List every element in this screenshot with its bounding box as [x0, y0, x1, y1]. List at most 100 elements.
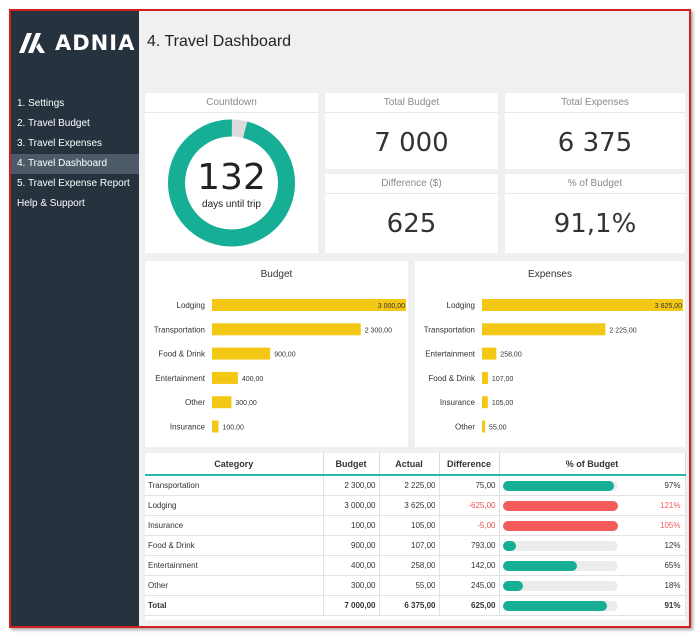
table-header-row: Category Budget Actual Difference % of B… [145, 453, 686, 476]
difference-value: 625 [386, 209, 437, 239]
category-label: Food & Drink [158, 350, 206, 359]
bar [482, 420, 486, 433]
total-budget-title: Total Budget [325, 93, 498, 113]
header-budget: Budget [323, 453, 380, 476]
sidebar-item-3[interactable]: 3. Travel Expenses [17, 138, 103, 149]
countdown-title: Countdown [145, 93, 318, 113]
pct-budget-card: % of Budget 91,1% [505, 174, 685, 253]
cell-category: Other [145, 575, 324, 596]
bar [212, 299, 406, 311]
header-pct-budget: % of Budget [499, 453, 686, 476]
pct-label: 91% [664, 600, 681, 610]
bar [482, 371, 488, 384]
cell-actual: 3 625,00 [379, 495, 440, 516]
pct-bar-track [502, 560, 618, 571]
main-content: 4. Travel Dashboard Countdown 132 days u… [139, 11, 689, 626]
sidebar-item-1[interactable]: 1. Settings [17, 98, 65, 109]
pct-label: 18% [664, 580, 681, 590]
cell-actual: 105,00 [379, 515, 440, 536]
ring-progress [168, 119, 295, 247]
pct-bar-track [502, 600, 618, 611]
logo-text: ADNIA [55, 31, 136, 55]
pct-bar-fill [502, 580, 524, 591]
total-budget-card: Total Budget 7 000 [325, 93, 498, 169]
cell-difference: 625,00 [439, 594, 500, 616]
cell-pct-budget: 121% [499, 495, 686, 516]
cell-difference: -5,00 [439, 515, 500, 536]
countdown-label: days until trip [202, 199, 261, 210]
cell-budget: 7 000,00 [323, 594, 380, 616]
value-label: 2 225,00 [609, 327, 636, 334]
cell-budget: 400,00 [323, 555, 380, 576]
bar [212, 420, 219, 433]
category-label: Entertainment [425, 350, 476, 359]
value-label: 258,00 [500, 352, 522, 359]
pct-label: 105% [660, 520, 681, 530]
pct-budget-value: 91,1% [553, 209, 637, 239]
cell-category: Insurance [145, 515, 324, 536]
pct-bar-track [502, 500, 618, 511]
total-expenses-title: Total Expenses [505, 93, 685, 113]
pct-budget-title: % of Budget [505, 174, 685, 194]
budget-chart-card: Budget Lodging 3 000,00 Transportation 2 30… [145, 261, 408, 447]
value-label: 400,00 [242, 376, 264, 383]
cell-difference: 245,00 [439, 575, 500, 596]
pct-bar-track [502, 540, 618, 551]
value-label: 2 300,00 [365, 327, 392, 334]
category-label: Lodging [177, 301, 205, 310]
cell-category: Total [145, 594, 324, 616]
bar [212, 396, 232, 409]
pct-label: 121% [660, 500, 681, 510]
value-label: 3 625,00 [655, 303, 682, 310]
pct-bar-fill [502, 481, 615, 491]
cell-difference: 142,00 [439, 555, 500, 576]
cell-actual: 258,00 [379, 555, 440, 576]
app-window: ADNIA 1. Settings 2. Travel Budget 3. Trav… [9, 9, 691, 628]
table-row: Food & Drink 900,00 107,00 793,00 12% [145, 535, 686, 556]
total-budget-value: 7 000 [374, 128, 449, 158]
table-row: Transportation 2 300,00 2 225,00 75,00 97% [145, 475, 686, 496]
sidebar-item-4[interactable]: 4. Travel Dashboard [11, 154, 139, 174]
category-label: Transportation [424, 325, 475, 334]
cell-category: Food & Drink [145, 535, 324, 556]
table-row: Lodging 3 000,00 3 625,00 -625,00 121% [145, 495, 686, 516]
pct-bar-track [502, 520, 618, 531]
page-title: 4. Travel Dashboard [147, 33, 292, 50]
header-actual: Actual [379, 453, 440, 476]
sidebar-item-6[interactable]: Help & Support [17, 198, 85, 209]
category-label: Other [455, 423, 475, 432]
value-label: 100,00 [222, 425, 244, 432]
table-row: Insurance 100,00 105,00 -5,00 105% [145, 515, 686, 536]
logo: ADNIA [19, 31, 135, 55]
cell-budget: 3 000,00 [323, 495, 380, 516]
bar [482, 323, 606, 336]
countdown-ring [168, 119, 295, 247]
cell-difference: -625,00 [439, 495, 500, 516]
cell-actual: 55,00 [379, 575, 440, 596]
expenses-chart-title: Expenses [528, 269, 572, 280]
pct-label: 12% [664, 540, 681, 550]
cell-actual: 6 375,00 [379, 594, 440, 616]
cell-budget: 300,00 [323, 575, 380, 596]
value-label: 107,00 [492, 376, 514, 383]
value-label: 105,00 [492, 400, 514, 407]
value-label: 300,00 [235, 400, 257, 407]
pct-label: 65% [664, 560, 681, 570]
table-row: Entertainment 400,00 258,00 142,00 65% [145, 555, 686, 576]
table-row: Other 300,00 55,00 245,00 18% [145, 575, 686, 596]
cell-actual: 2 225,00 [379, 475, 440, 496]
cell-budget: 100,00 [323, 515, 380, 536]
sidebar-item-2[interactable]: 2. Travel Budget [17, 118, 90, 129]
summary-table: Category Budget Actual Difference % of B… [145, 453, 686, 616]
cell-category: Entertainment [145, 555, 324, 576]
countdown-card: Countdown 132 days until trip [145, 93, 318, 253]
pct-bar-track [502, 481, 618, 491]
cell-budget: 900,00 [323, 535, 380, 556]
cell-pct-budget: 12% [499, 535, 686, 556]
sidebar-nav: 1. Settings 2. Travel Budget 3. Travel Exp… [11, 94, 139, 214]
budget-chart: Lodging 3 000,00 Transportation 2 300,00 Foo… [154, 299, 406, 433]
bar [482, 299, 683, 311]
bar [212, 323, 361, 336]
cell-budget: 2 300,00 [323, 475, 380, 496]
sidebar-item-5[interactable]: 5. Travel Expense Report [17, 178, 130, 189]
